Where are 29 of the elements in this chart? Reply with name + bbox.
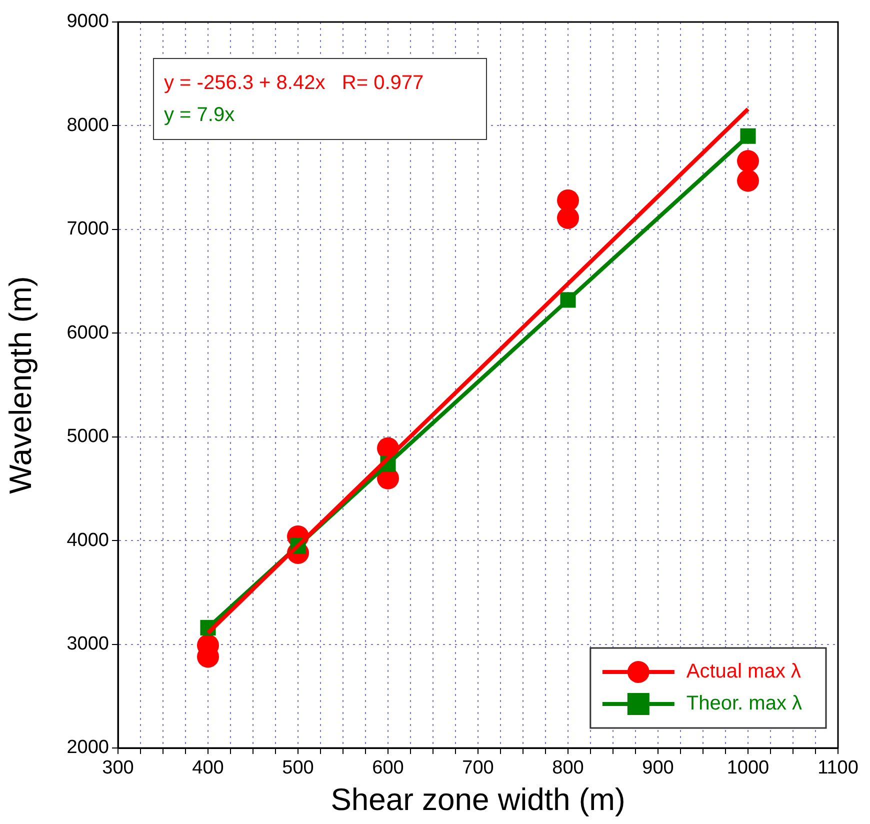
- x-tick-label: 400: [192, 758, 224, 779]
- y-tick-label: 6000: [66, 322, 109, 344]
- annotation: y = -256.3 + 8.42x R= 0.977: [164, 71, 425, 96]
- x-tick-label: 300: [102, 758, 134, 779]
- y-axis-title: Wavelength (m): [3, 276, 38, 494]
- point: [557, 207, 579, 230]
- x-tick-label: 700: [462, 758, 494, 779]
- y-tick-label: 7000: [66, 218, 109, 240]
- y-tick-label: 2000: [66, 737, 109, 758]
- y-tick-label: 5000: [66, 426, 109, 448]
- y-tick-label: 3000: [66, 634, 109, 655]
- legend-label: Theor. max λ: [686, 692, 802, 715]
- equation-box: y = -256.3 + 8.42x R= 0.977 y = 7.9x: [153, 58, 487, 140]
- point: [740, 128, 756, 144]
- annotation: y = 7.9x: [164, 103, 236, 128]
- point: [737, 150, 759, 172]
- legend-label: Actual max λ: [686, 660, 801, 683]
- y-tick-label: 9000: [66, 11, 109, 32]
- x-tick-label: 800: [552, 758, 584, 779]
- x-tick-label: 500: [282, 758, 314, 779]
- y-tick-label: 8000: [66, 114, 109, 136]
- x-axis-title: Shear zone width (m): [330, 782, 626, 817]
- x-tick-label: 600: [372, 758, 404, 779]
- point: [737, 170, 759, 192]
- x-tick-label: 1000: [726, 758, 770, 779]
- y-tick-label: 4000: [66, 530, 109, 551]
- point: [560, 292, 576, 308]
- x-tick-label: 900: [642, 758, 674, 779]
- x-tick-label: 1100: [818, 758, 858, 779]
